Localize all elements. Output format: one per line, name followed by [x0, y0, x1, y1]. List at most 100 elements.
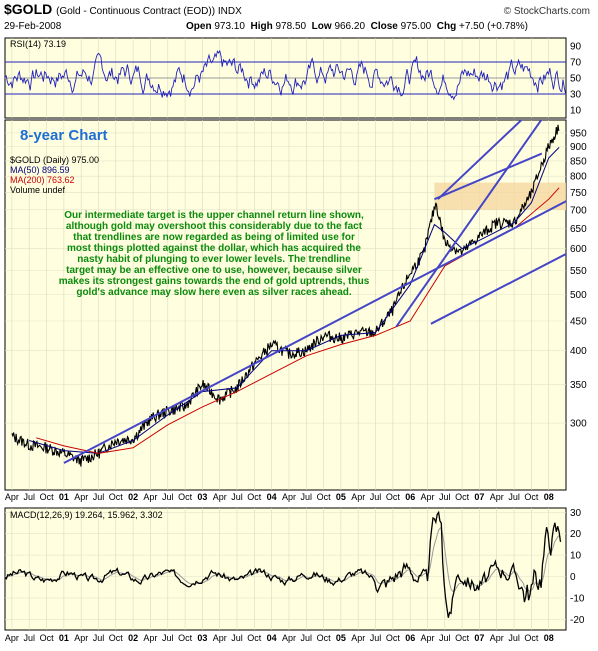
rsi-legend: RSI(14) 73.19: [10, 39, 66, 49]
annotation-text: target may be an effective one to use, h…: [66, 265, 362, 276]
x-tick-label: 07: [474, 633, 484, 643]
x-tick-label: Apr: [213, 633, 227, 643]
macd-panel: [4, 507, 567, 631]
x-tick-label: Apr: [490, 633, 504, 643]
x-tick-label: Oct: [386, 492, 401, 502]
x-tick-label: 05: [336, 492, 346, 502]
lower-channel-line: [430, 252, 566, 325]
x-tick-label: Jul: [23, 492, 35, 502]
x-tick-label: 01: [59, 492, 69, 502]
macd-tick-label: 30: [570, 508, 582, 519]
x-tick-label: Apr: [74, 633, 88, 643]
price-tick-label: 700: [570, 205, 587, 216]
brand-watermark: © StockCharts.com: [503, 6, 590, 17]
x-tick-label: Jul: [508, 492, 520, 502]
ma50-line: [29, 147, 560, 454]
rsi-tick-label: 90: [570, 42, 582, 53]
x-tick-label: Oct: [40, 492, 55, 502]
price-legend-item: MA(200) 763.62: [10, 175, 75, 185]
low-label: Low: [311, 21, 332, 32]
x-tick-label: Jul: [93, 492, 105, 502]
x-tick-label: Oct: [317, 633, 332, 643]
macd-line: [4, 510, 562, 618]
price-tick-label: 350: [570, 380, 587, 391]
x-tick-label: Apr: [420, 633, 434, 643]
x-tick-label: Jul: [301, 492, 313, 502]
x-tick-label: 02: [128, 492, 138, 502]
x-tick-label: Apr: [490, 492, 504, 502]
price-tick-label: 400: [570, 346, 587, 357]
x-tick-label: Oct: [317, 492, 332, 502]
x-tick-label: Jul: [370, 492, 382, 502]
price-tick-label: 750: [570, 188, 587, 199]
x-tick-label: Oct: [247, 633, 262, 643]
x-tick-label: Oct: [455, 492, 470, 502]
annotation-text: although gold may overshoot this conside…: [66, 221, 363, 232]
chart-title: $GOLD (Gold - Continuous Contract (EOD))…: [4, 1, 242, 17]
price-panel: [4, 119, 567, 491]
x-tick-label: Jul: [93, 633, 105, 643]
macd-tick-label: -10: [570, 593, 585, 604]
x-tick-label: Oct: [178, 633, 193, 643]
chg-value: +7.50 (+0.78%): [459, 21, 528, 32]
x-tick-label: 07: [474, 492, 484, 502]
x-tick-label: Apr: [420, 492, 434, 502]
macd-legend: MACD(12,26,9) 19.264, 15.962, 3.302: [10, 510, 163, 520]
high-value: 978.50: [275, 21, 307, 32]
quote-summary: Open 973.10 High 978.50 Low 966.20 Close…: [186, 21, 528, 32]
x-tick-label: 06: [405, 633, 415, 643]
x-tick-label: Jul: [162, 633, 174, 643]
chart-description: (Gold - Continuous Contract (EOD)) INDX: [56, 6, 242, 17]
annotation-text: that trendlines are now regarded as bein…: [73, 232, 355, 243]
x-tick-label: Apr: [143, 633, 157, 643]
x-tick-label: Apr: [143, 492, 157, 502]
x-tick-label: Oct: [178, 492, 193, 502]
x-tick-label: Apr: [282, 492, 296, 502]
x-tick-label: Apr: [5, 633, 19, 643]
chart-header: $GOLD (Gold - Continuous Contract (EOD))…: [0, 0, 598, 36]
rsi-tick-label: 10: [570, 106, 582, 117]
x-tick-label: Apr: [5, 492, 19, 502]
close-label: Close: [370, 21, 398, 32]
price-tick-label: 850: [570, 156, 587, 167]
chart-headline: 8-year Chart: [20, 127, 108, 144]
annotation-text: gold's advance may slow here even as sil…: [76, 287, 352, 298]
x-tick-label: Jul: [439, 633, 451, 643]
x-tick-label: Apr: [351, 633, 365, 643]
x-tick-label: Oct: [40, 633, 55, 643]
x-tick-label: Apr: [282, 633, 296, 643]
x-tick-label: Oct: [109, 633, 124, 643]
x-tick-label: Jul: [508, 633, 520, 643]
annotation-text: Our intermediate target is the upper cha…: [64, 210, 364, 221]
annotation-text: nasty habit of plunging to ever lower le…: [77, 254, 351, 265]
x-tick-label: Oct: [455, 633, 470, 643]
x-tick-label: Oct: [524, 492, 539, 502]
chg-label: Chg: [436, 21, 457, 32]
x-tick-label: 05: [336, 633, 346, 643]
rsi-tick-label: 30: [570, 90, 582, 101]
price-tick-label: 600: [570, 244, 587, 255]
x-tick-label: Jul: [231, 492, 243, 502]
x-tick-label: Jul: [439, 492, 451, 502]
annotation-text: most things plotted against the dollar, …: [67, 243, 361, 254]
x-tick-label: Oct: [247, 492, 262, 502]
macd-tick-label: -20: [570, 615, 585, 626]
price-tick-label: 550: [570, 266, 587, 277]
price-tick-label: 900: [570, 142, 587, 153]
x-tick-label: 04: [267, 492, 277, 502]
price-legend-item: MA(50) 896.59: [10, 165, 70, 175]
open-label: Open: [186, 21, 212, 32]
low-value: 966.20: [334, 21, 366, 32]
x-tick-label: Jul: [23, 633, 35, 643]
x-tick-label: Oct: [109, 492, 124, 502]
x-tick-label: Oct: [524, 633, 539, 643]
price-tick-label: 950: [570, 128, 587, 139]
lower-trendline: [63, 200, 566, 464]
open-value: 973.10: [214, 21, 245, 32]
x-tick-label: 03: [197, 633, 207, 643]
high-label: High: [250, 21, 273, 32]
price-tick-label: 300: [570, 419, 587, 430]
price-legend-item: $GOLD (Daily) 975.00: [10, 155, 99, 165]
x-tick-label: 01: [59, 633, 69, 643]
